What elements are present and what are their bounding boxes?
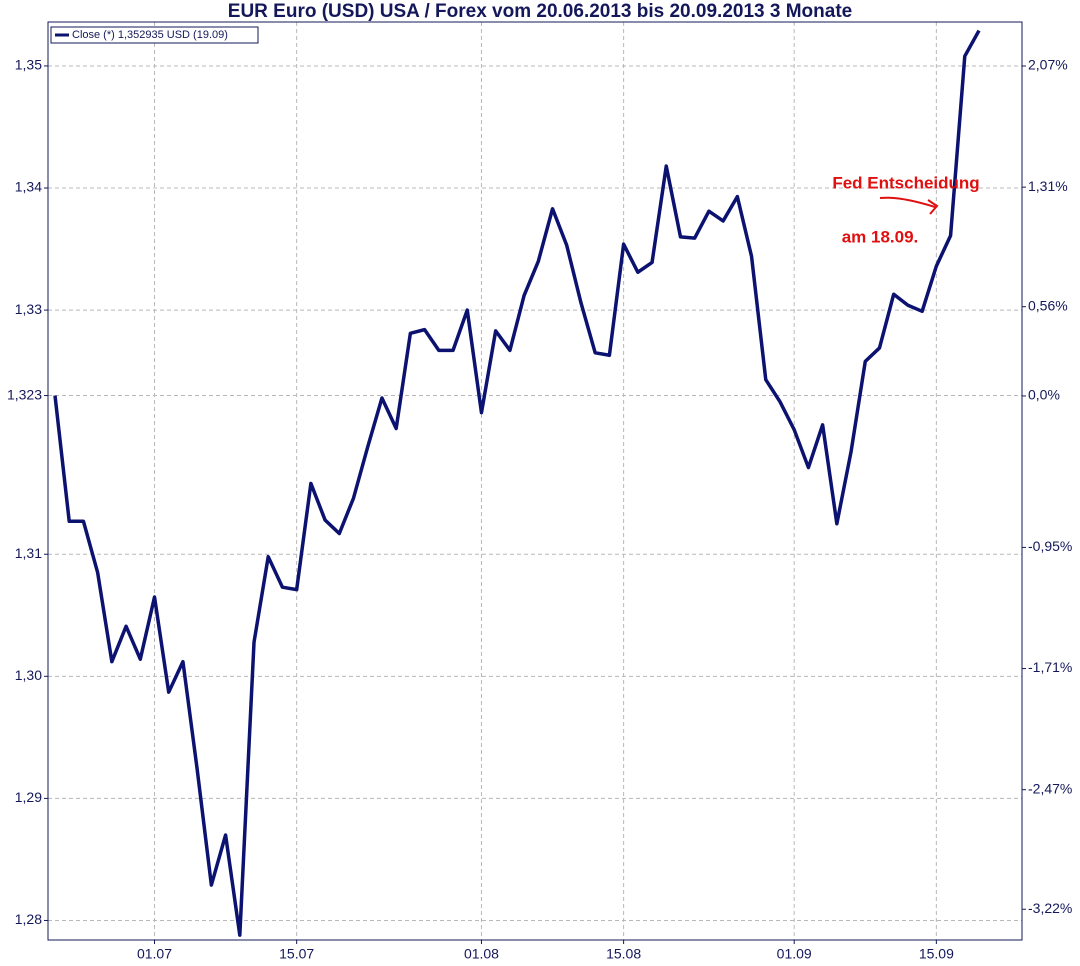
x-tick-label: 01.09 bbox=[777, 946, 812, 962]
y-tick-label: 1,28 bbox=[15, 911, 42, 927]
annotation-arrow bbox=[879, 196, 939, 215]
legend-label: Close (*) 1,352935 USD (19.09) bbox=[72, 29, 228, 41]
y2-tick-label: 2,07% bbox=[1028, 57, 1068, 73]
y-tick-label: 1,30 bbox=[15, 667, 42, 683]
y2-tick-label: 1,31% bbox=[1028, 178, 1068, 194]
x-tick-label: 15.08 bbox=[606, 946, 641, 962]
price-line bbox=[53, 29, 981, 937]
annotation: am 18.09. bbox=[842, 227, 919, 246]
y-tick-label: 1,33 bbox=[15, 301, 42, 317]
chart-title: EUR Euro (USD) USA / Forex vom 20.06.201… bbox=[228, 1, 852, 22]
y2-tick-label: -0,95% bbox=[1028, 538, 1072, 554]
legend-box bbox=[50, 26, 259, 44]
x-tick-label: 01.07 bbox=[137, 946, 172, 962]
marks bbox=[53, 29, 981, 937]
y-tick-label: 1,29 bbox=[15, 789, 42, 805]
legend: Close (*) 1,352935 USD (19.09) bbox=[50, 26, 259, 44]
y-tick-label: 1,34 bbox=[15, 179, 42, 195]
x-tick-label: 01.08 bbox=[464, 946, 499, 962]
y-tick-label: 1,31 bbox=[15, 545, 42, 561]
annotation: Fed Entscheidung bbox=[832, 173, 979, 192]
plot-frame bbox=[47, 21, 1023, 941]
y-tick-label: 1,323 bbox=[7, 386, 42, 402]
y2-tick-label: -2,47% bbox=[1028, 780, 1072, 796]
y2-tick-label: 0,0% bbox=[1028, 387, 1060, 403]
x-tick-label: 15.09 bbox=[919, 946, 954, 962]
y2-tick-label: -1,71% bbox=[1028, 659, 1072, 675]
x-tick-label: 15.07 bbox=[279, 946, 314, 962]
y2-tick-label: 0,56% bbox=[1028, 297, 1068, 313]
grid bbox=[44, 22, 1026, 944]
y2-tick-label: -3,22% bbox=[1028, 900, 1072, 916]
y-tick-label: 1,35 bbox=[15, 57, 42, 73]
